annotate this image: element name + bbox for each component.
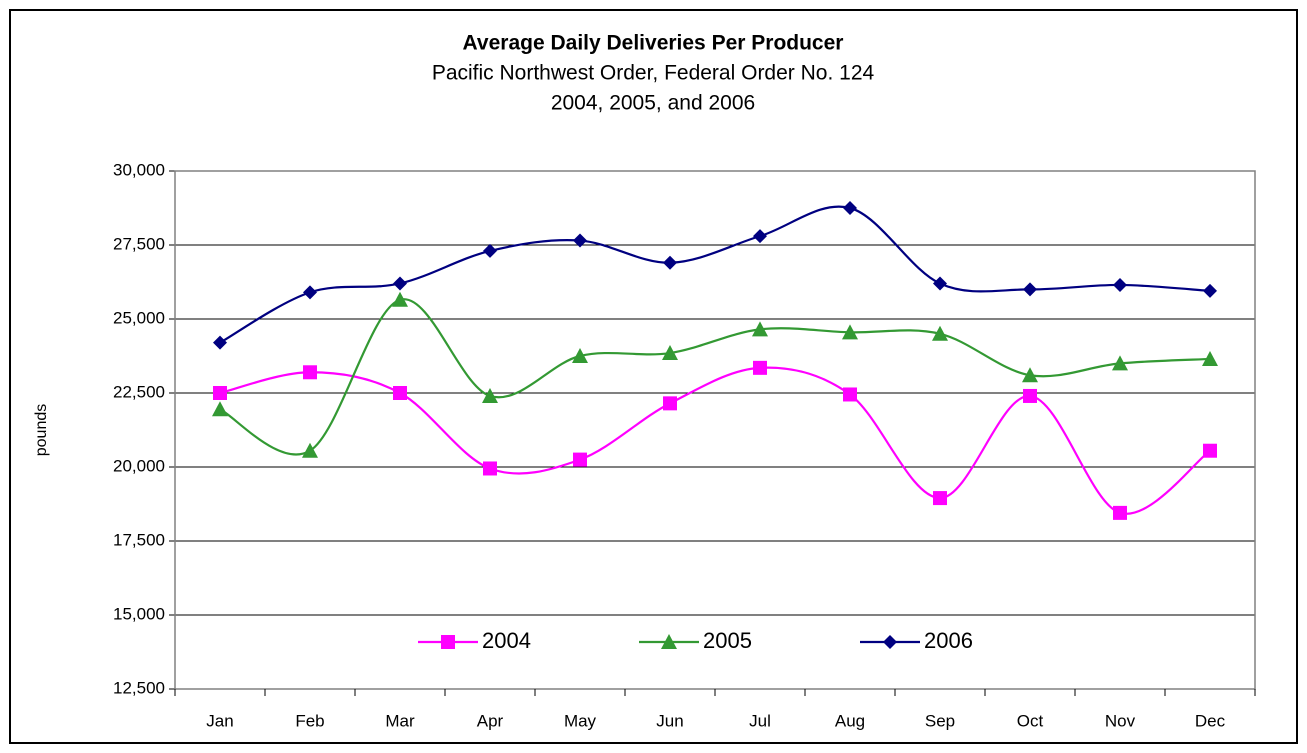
marker bbox=[752, 321, 768, 337]
x-tick-label: Dec bbox=[1195, 711, 1226, 730]
marker bbox=[483, 461, 497, 476]
x-tick-label: Feb bbox=[295, 711, 324, 730]
marker bbox=[843, 387, 857, 402]
y-tick-label: 17,500 bbox=[113, 530, 165, 549]
marker bbox=[1023, 388, 1037, 403]
marker bbox=[213, 386, 227, 400]
marker bbox=[303, 365, 317, 380]
y-tick-label: 12,500 bbox=[113, 678, 165, 697]
marker bbox=[213, 335, 227, 350]
marker bbox=[1022, 367, 1038, 383]
marker bbox=[933, 491, 947, 506]
marker bbox=[1202, 350, 1218, 366]
marker bbox=[1112, 355, 1128, 371]
marker bbox=[883, 635, 897, 649]
x-tick-label: Mar bbox=[385, 711, 415, 730]
y-tick-label: 22,500 bbox=[113, 382, 165, 401]
marker bbox=[663, 396, 677, 411]
marker bbox=[393, 276, 407, 291]
marker bbox=[1113, 277, 1127, 292]
y-axis-label: pounds bbox=[33, 404, 50, 457]
marker bbox=[572, 348, 588, 363]
x-tick-label: Nov bbox=[1105, 711, 1136, 730]
marker bbox=[573, 452, 587, 467]
legend-label: 2006 bbox=[924, 628, 973, 653]
marker bbox=[482, 387, 498, 403]
marker bbox=[753, 360, 767, 375]
chart-title: Average Daily Deliveries Per Producer bbox=[463, 32, 844, 55]
marker bbox=[661, 634, 677, 649]
marker bbox=[212, 401, 228, 417]
y-tick-label: 25,000 bbox=[113, 308, 165, 327]
marker bbox=[441, 635, 455, 649]
marker bbox=[483, 243, 497, 258]
x-tick-label: Jul bbox=[749, 711, 771, 730]
x-tick-label: Apr bbox=[477, 711, 504, 730]
x-tick-label: May bbox=[564, 711, 597, 730]
marker bbox=[392, 291, 408, 307]
chart-subtitle: Pacific Northwest Order, Federal Order N… bbox=[432, 62, 875, 85]
marker bbox=[662, 345, 678, 361]
y-tick-label: 20,000 bbox=[113, 456, 165, 475]
y-tick-label: 30,000 bbox=[113, 160, 165, 179]
marker bbox=[1203, 443, 1217, 458]
x-tick-label: Jun bbox=[656, 711, 683, 730]
marker bbox=[843, 201, 857, 215]
marker bbox=[663, 255, 677, 270]
marker bbox=[932, 325, 948, 341]
legend-label: 2004 bbox=[482, 628, 531, 653]
x-tick-label: Jan bbox=[206, 711, 233, 730]
marker bbox=[1203, 283, 1217, 298]
marker bbox=[753, 229, 767, 244]
x-tick-label: Oct bbox=[1017, 711, 1044, 730]
marker bbox=[302, 442, 318, 458]
marker bbox=[573, 233, 587, 248]
marker bbox=[1113, 505, 1127, 520]
chart-subtitle: 2004, 2005, and 2006 bbox=[551, 92, 755, 115]
marker bbox=[303, 285, 317, 300]
x-tick-label: Aug bbox=[835, 711, 865, 730]
x-tick-label: Sep bbox=[925, 711, 955, 730]
legend-label: 2005 bbox=[703, 628, 752, 653]
chart-border bbox=[9, 9, 1298, 744]
marker bbox=[842, 324, 858, 340]
marker bbox=[393, 386, 407, 400]
y-tick-label: 27,500 bbox=[113, 234, 165, 253]
marker bbox=[933, 276, 947, 291]
marker bbox=[1023, 282, 1037, 297]
y-tick-label: 15,000 bbox=[113, 604, 165, 623]
